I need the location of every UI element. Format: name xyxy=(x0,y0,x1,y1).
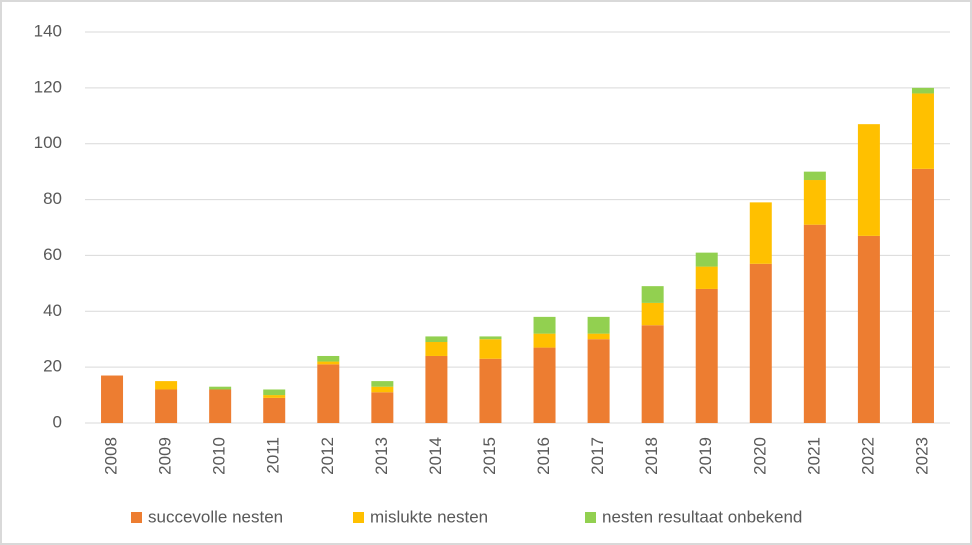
x-tick-label: 2017 xyxy=(588,437,607,475)
x-tick-label: 2015 xyxy=(480,437,499,475)
y-tick-label: 0 xyxy=(53,412,62,431)
bar-segment xyxy=(641,286,664,303)
x-tick-label: 2010 xyxy=(210,437,229,475)
bar-segment xyxy=(695,288,718,423)
bar-segment xyxy=(587,339,610,423)
bar-segment xyxy=(155,381,178,390)
bar-segment xyxy=(587,333,610,340)
bar-segment xyxy=(101,375,124,423)
x-tick-label: 2019 xyxy=(696,437,715,475)
bar-segment xyxy=(263,389,286,396)
bar-segment xyxy=(317,364,340,423)
bar-segment xyxy=(209,386,232,390)
bar-segment xyxy=(803,224,826,423)
y-tick-label: 40 xyxy=(43,301,62,320)
x-tick-label: 2018 xyxy=(642,437,661,475)
y-tick-label: 80 xyxy=(43,189,62,208)
bar-segment xyxy=(155,389,178,423)
bar-segment xyxy=(263,397,286,423)
x-tick-label: 2023 xyxy=(912,437,931,475)
x-tick-label: 2013 xyxy=(372,437,391,475)
y-tick-label: 120 xyxy=(34,77,62,96)
bar-segment xyxy=(641,302,664,326)
legend-label: mislukte nesten xyxy=(370,507,488,526)
y-tick-label: 60 xyxy=(43,245,62,264)
bar-segment xyxy=(803,171,826,181)
x-tick-label: 2020 xyxy=(750,437,769,475)
bar-segment xyxy=(857,235,880,423)
bar-segment xyxy=(857,124,880,236)
x-tick-label: 2012 xyxy=(318,437,337,475)
bar-segment xyxy=(371,381,394,387)
bar-segment xyxy=(641,325,664,423)
bar-segment xyxy=(911,87,934,94)
bar-segment xyxy=(425,342,448,356)
legend-swatch xyxy=(585,512,596,523)
x-tick-label: 2022 xyxy=(858,437,877,475)
bar-segment xyxy=(587,316,610,334)
bar-segment xyxy=(209,389,232,423)
x-tick-label: 2016 xyxy=(534,437,553,475)
legend-swatch xyxy=(131,512,142,523)
y-tick-label: 140 xyxy=(34,21,62,40)
legend-label: nesten resultaat onbekend xyxy=(602,507,802,526)
y-tick-label: 20 xyxy=(43,357,62,376)
bar-segment xyxy=(911,168,934,423)
x-tick-label: 2009 xyxy=(156,437,175,475)
bar-segment xyxy=(317,361,340,365)
bar-segment xyxy=(371,386,394,393)
bar-segment xyxy=(533,316,556,334)
bar-segment xyxy=(263,395,286,398)
y-tick-label: 100 xyxy=(34,133,62,152)
bar-segment xyxy=(479,339,502,359)
legend-label: succevolle nesten xyxy=(148,507,283,526)
bar-segment xyxy=(371,392,394,423)
bar-segment xyxy=(695,266,718,289)
bar-segment xyxy=(425,355,448,423)
bar-segment xyxy=(533,347,556,423)
bar-segment xyxy=(749,202,772,264)
x-tick-label: 2021 xyxy=(804,437,823,475)
x-tick-label: 2011 xyxy=(264,437,283,474)
x-tick-label: 2014 xyxy=(426,437,445,475)
bar-segment xyxy=(533,333,556,348)
x-tick-label: 2008 xyxy=(102,437,121,475)
bar-segment xyxy=(479,358,502,423)
bar-segment xyxy=(749,263,772,423)
bar-segment xyxy=(695,252,718,267)
bar-segment xyxy=(317,355,340,362)
bar-segment xyxy=(803,180,826,225)
bar-segment xyxy=(425,336,448,343)
legend-swatch xyxy=(353,512,364,523)
bar-segment xyxy=(479,336,502,340)
bar-segment xyxy=(911,93,934,169)
